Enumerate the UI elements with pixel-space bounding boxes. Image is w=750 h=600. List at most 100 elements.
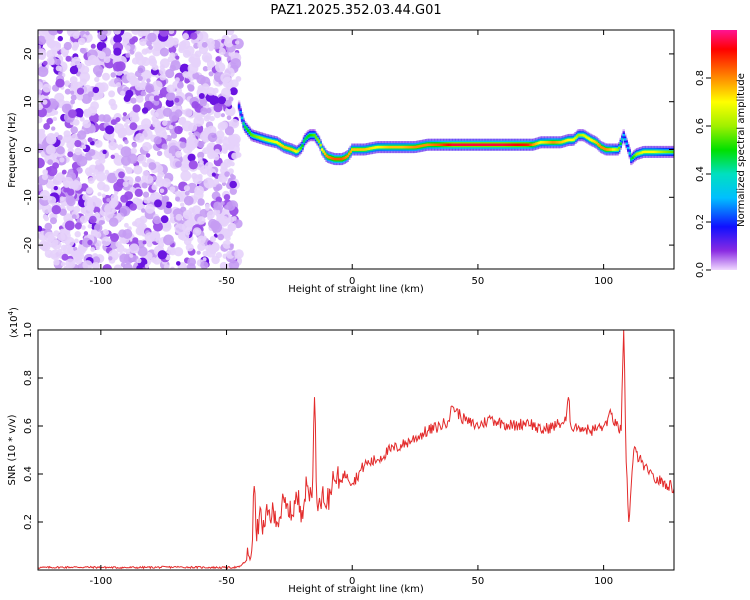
noise-speck xyxy=(55,65,62,72)
noise-speck xyxy=(229,243,234,248)
noise-speck xyxy=(124,222,129,228)
ridge-segment-3 xyxy=(262,137,265,141)
ridge-segment-3 xyxy=(532,143,535,146)
ridge-segment-3 xyxy=(618,146,621,150)
ridge-segment-3 xyxy=(245,127,248,130)
ridge-segment-3 xyxy=(581,133,585,137)
ridge-segment-3 xyxy=(459,143,462,146)
noise-speck xyxy=(145,203,155,214)
ridge-segment-3 xyxy=(637,152,640,155)
ridge-segment-3 xyxy=(376,145,380,149)
noise-speck xyxy=(141,107,149,114)
noise-speck xyxy=(130,147,137,155)
ridge-segment-3 xyxy=(599,145,603,149)
noise-speck xyxy=(87,54,98,66)
noise-speck xyxy=(96,83,101,88)
noise-speck xyxy=(221,87,231,98)
ridge-segment-3 xyxy=(480,143,484,146)
ridge-segment-3 xyxy=(396,145,399,149)
noise-speck xyxy=(142,191,150,198)
noise-speck xyxy=(156,150,163,157)
noise-speck xyxy=(182,33,189,40)
colorbar-tick-label: 0.4 xyxy=(695,166,706,182)
snr-multiplier-close: ) xyxy=(9,307,20,311)
ridge-segment-3 xyxy=(369,147,372,150)
ridge-segment-3 xyxy=(604,148,607,151)
ridge-segment-3 xyxy=(538,141,541,145)
ridge-segment-3 xyxy=(512,143,515,146)
noise-speck xyxy=(91,195,98,203)
ridge-segment-3 xyxy=(453,143,456,146)
noise-speck xyxy=(145,83,155,93)
noise-speck xyxy=(69,76,78,84)
x-tick-label: -100 xyxy=(89,276,112,287)
snr-multiplier-exponent: 4 xyxy=(7,310,15,315)
noise-speck xyxy=(185,219,194,228)
ridge-segment-3 xyxy=(381,145,384,149)
noise-speck xyxy=(50,217,57,225)
ridge-segment-3 xyxy=(479,143,482,146)
ridge-segment-3 xyxy=(287,147,291,150)
ridge-segment-3 xyxy=(530,143,533,146)
noise-speck xyxy=(194,229,199,234)
noise-speck xyxy=(168,30,175,35)
ridge-segment-3 xyxy=(630,157,633,161)
spectrogram-x-ticks: -100 -50 0 50 100 xyxy=(89,30,613,287)
ridge-segment-3 xyxy=(248,131,251,134)
noise-speck xyxy=(141,118,152,129)
noise-speck xyxy=(153,112,159,118)
noise-speck xyxy=(47,196,57,205)
noise-speck xyxy=(219,121,228,130)
noise-speck xyxy=(215,62,226,73)
ridge-segment-3 xyxy=(569,138,573,142)
ridge-segment-3 xyxy=(605,148,609,151)
ridge-segment-3 xyxy=(384,145,387,149)
noise-speck xyxy=(213,208,221,216)
noise-speck xyxy=(57,30,63,34)
noise-speck xyxy=(197,198,205,206)
ridge-segment-3 xyxy=(372,146,375,150)
noise-speck xyxy=(136,198,143,205)
noise-speck xyxy=(120,90,126,96)
noise-speck xyxy=(228,96,234,102)
noise-speck xyxy=(135,176,142,183)
noise-speck xyxy=(153,221,163,232)
noise-speck xyxy=(120,146,132,158)
noise-speck xyxy=(226,30,235,36)
ridge-segment-3 xyxy=(299,146,303,150)
noise-speck xyxy=(234,249,244,259)
x-tick-label: -50 xyxy=(218,576,234,587)
ridge-segment-3 xyxy=(557,141,561,144)
ridge-segment-3 xyxy=(510,143,514,146)
ridge-segment-3 xyxy=(296,149,300,153)
noise-speck xyxy=(53,259,60,266)
ridge-segment-3 xyxy=(592,139,595,143)
ridge-segment-3 xyxy=(272,140,275,143)
noise-speck xyxy=(90,43,96,49)
noise-speck xyxy=(202,147,210,155)
ridge-segment-3 xyxy=(354,148,357,151)
noise-speck xyxy=(72,32,80,39)
snr-series-line xyxy=(38,330,674,570)
noise-speck xyxy=(46,134,57,145)
noise-speck xyxy=(202,66,209,72)
ridge-segment-3 xyxy=(313,133,316,137)
noise-speck xyxy=(63,41,72,51)
noise-speck xyxy=(92,86,100,94)
ridge-segment-3 xyxy=(523,143,526,146)
ridge-segment-3 xyxy=(672,150,674,154)
noise-speck xyxy=(56,146,65,155)
noise-speck xyxy=(71,56,81,66)
noise-speck xyxy=(131,36,138,43)
noise-speck xyxy=(165,201,173,209)
noise-speck xyxy=(113,264,123,269)
snr-multiplier: (x104) xyxy=(7,307,20,338)
noise-speck xyxy=(224,171,230,177)
noise-speck xyxy=(38,89,42,95)
noise-speck xyxy=(87,106,98,116)
noise-speck xyxy=(73,119,80,126)
ridge-segment-3 xyxy=(509,143,512,146)
noise-speck xyxy=(200,261,209,269)
snr-multiplier-base: (x10 xyxy=(9,315,20,338)
noise-speck xyxy=(140,90,147,97)
